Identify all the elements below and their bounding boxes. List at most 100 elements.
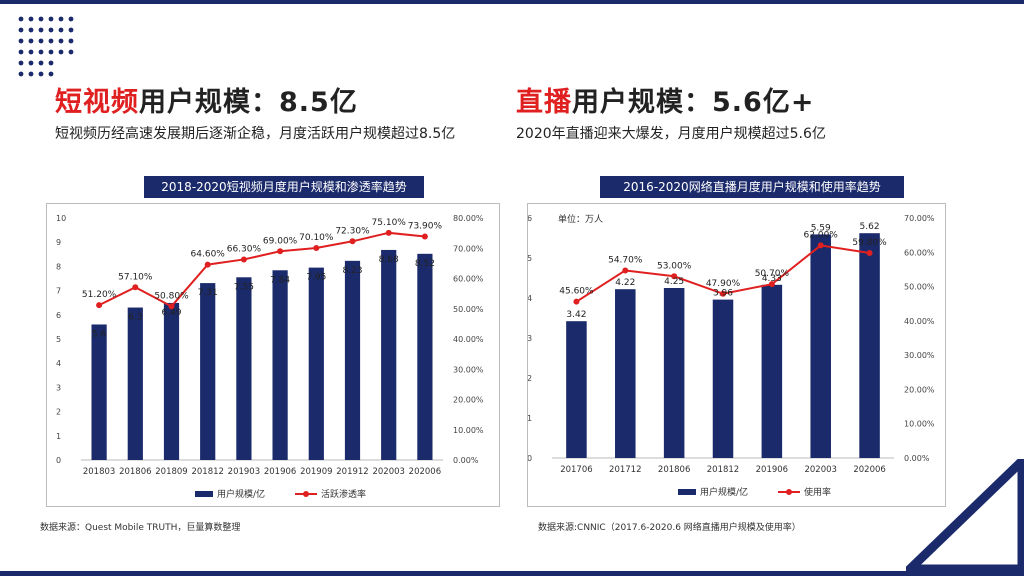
line-point-201909 bbox=[313, 244, 320, 251]
bar-201812 bbox=[200, 283, 216, 460]
y-right-tick-label: 30.00% bbox=[904, 351, 935, 360]
y-left-tick-label: 7 bbox=[56, 287, 61, 296]
legend-bar-swatch bbox=[678, 489, 696, 495]
right-subtitle: 2020年直播迎来大爆发，月度用户规模超过5.6亿 bbox=[516, 126, 826, 142]
line-point-201806 bbox=[671, 273, 678, 280]
right-section-title: 直播用户规模：5.6亿+ bbox=[516, 80, 814, 119]
decor-dot bbox=[38, 16, 44, 22]
legend-line-label: 活跃渗透率 bbox=[321, 488, 366, 500]
bar-201706 bbox=[566, 321, 587, 458]
y-right-tick-label: 60.00% bbox=[904, 248, 935, 257]
y-left-tick-label: 5 bbox=[528, 254, 532, 263]
right-chart-title: 2016-2020网络直播月度用户规模和使用率趋势 bbox=[600, 176, 904, 198]
legend-line-marker bbox=[303, 491, 309, 497]
decor-dot bbox=[38, 49, 44, 55]
line-point-201706 bbox=[573, 298, 580, 305]
line-value-label: 53.00% bbox=[657, 261, 692, 271]
left-title-rest: 用户规模：8.5亿 bbox=[139, 87, 358, 118]
decor-dot bbox=[58, 49, 64, 55]
decor-dot bbox=[28, 49, 34, 55]
unit-note: 单位：万人 bbox=[558, 213, 603, 225]
line-value-label: 57.10% bbox=[118, 272, 153, 282]
decor-dot bbox=[68, 27, 74, 33]
x-tick-label: 201806 bbox=[658, 465, 690, 475]
y-left-tick-label: 3 bbox=[56, 383, 61, 392]
y-right-tick-label: 60.00% bbox=[453, 275, 484, 284]
bar-201903 bbox=[236, 277, 252, 460]
bar-value-label: 8.23 bbox=[342, 266, 362, 276]
y-left-tick-label: 6 bbox=[56, 311, 61, 320]
left-source-note: 数据来源：Quest Mobile TRUTH，巨量算数整理 bbox=[40, 523, 241, 533]
y-right-tick-label: 50.00% bbox=[904, 283, 935, 292]
line-value-label: 72.30% bbox=[335, 226, 370, 236]
y-right-tick-label: 20.00% bbox=[453, 396, 484, 405]
short-video-chart-svg: 0 1 2 3 4 5 6 7 8 9 10 0.00% 10.00% 20.00% 30.00% 40.00… bbox=[56, 214, 484, 500]
line-point-201906 bbox=[277, 248, 284, 255]
line-value-label: 54.70% bbox=[608, 255, 643, 265]
left-section-title: 短视频用户规模：8.5亿 bbox=[55, 80, 358, 119]
bar-value-label: 7.95 bbox=[306, 273, 326, 283]
y-left-tick-label: 6 bbox=[528, 214, 532, 223]
bottom-accent-bar bbox=[0, 571, 1024, 576]
decor-dot bbox=[68, 49, 74, 55]
bar-201809 bbox=[163, 302, 180, 460]
line-point-202003 bbox=[817, 242, 824, 249]
bar-value-label: 4.25 bbox=[664, 277, 684, 287]
x-tick-label: 202003 bbox=[372, 467, 404, 477]
live-stream-chart: 0 1 2 3 4 5 6 0.00% 10.00% 20.00% 30.00% 40.00% 50.0… bbox=[527, 203, 946, 507]
y-right-tick-label: 50.00% bbox=[453, 305, 484, 314]
x-tick-label: 201812 bbox=[707, 465, 739, 475]
y-left-tick-label: 9 bbox=[56, 238, 61, 247]
y-right-tick-label: 10.00% bbox=[904, 420, 935, 429]
bar-201906 bbox=[272, 270, 288, 460]
line-value-label: 73.90% bbox=[408, 221, 443, 231]
bar-201909 bbox=[308, 267, 324, 460]
x-tick-label: 201912 bbox=[336, 467, 368, 477]
left-subtitle: 短视频历经高速发展期后逐渐企稳，月度活跃用户规模超过8.5亿 bbox=[55, 126, 456, 142]
legend-line-label: 使用率 bbox=[804, 486, 831, 498]
y-left-tick-label: 1 bbox=[56, 432, 61, 441]
decor-dot bbox=[28, 16, 34, 22]
line-point-201903 bbox=[240, 256, 247, 263]
x-tick-label: 201803 bbox=[83, 467, 115, 477]
short-video-chart: 0 1 2 3 4 5 6 7 8 9 10 0.00% 10.00% 20.00% 30.00% 40.00… bbox=[46, 203, 500, 507]
line-point-201812 bbox=[720, 290, 726, 297]
left-title-highlight: 短视频 bbox=[55, 87, 139, 118]
decor-dot bbox=[48, 38, 54, 44]
y-right-tick-label: 10.00% bbox=[453, 426, 484, 435]
y-left-tick-label: 0 bbox=[56, 456, 61, 465]
decor-dot bbox=[58, 27, 64, 33]
bar-value-label: 8.52 bbox=[415, 259, 435, 269]
line-value-label: 59.80% bbox=[852, 238, 887, 248]
y-left-tick-label: 5 bbox=[56, 335, 61, 344]
decor-dot bbox=[48, 49, 54, 55]
y-right-tick-label: 70.00% bbox=[904, 214, 935, 223]
line-point-201812 bbox=[204, 261, 211, 268]
line-point-202006 bbox=[866, 249, 873, 256]
decor-dot bbox=[48, 60, 54, 66]
decor-dot bbox=[68, 16, 74, 22]
decor-dot bbox=[48, 71, 54, 77]
decor-dot bbox=[18, 27, 24, 33]
legend-bar-swatch bbox=[195, 491, 213, 497]
decorative-triangle bbox=[906, 459, 1024, 571]
line-point-201912 bbox=[349, 238, 356, 245]
y-left-tick-label: 2 bbox=[528, 374, 532, 383]
line-value-label: 47.90% bbox=[706, 279, 741, 289]
y-left-tick-label: 4 bbox=[528, 294, 532, 303]
bar-201906 bbox=[761, 284, 783, 458]
line-point-201803 bbox=[96, 302, 103, 309]
line-value-label: 50.70% bbox=[755, 269, 790, 279]
right-title-rest: 用户规模：5.6亿+ bbox=[572, 87, 815, 118]
live-stream-chart-svg: 01234560.00%10.00%20.00%30.00%40.00%50.0… bbox=[528, 213, 935, 498]
decor-dot bbox=[38, 27, 44, 33]
decor-dot bbox=[18, 60, 24, 66]
bar-201806 bbox=[663, 288, 685, 458]
bar-201812 bbox=[712, 299, 734, 458]
x-tick-label: 202006 bbox=[409, 467, 441, 477]
line-value-label: 62.00% bbox=[804, 230, 839, 240]
decor-dot bbox=[38, 60, 44, 66]
decorative-dot-grid bbox=[18, 16, 74, 77]
bar-202003 bbox=[381, 249, 397, 460]
bar-value-label: 4.33 bbox=[762, 274, 782, 284]
